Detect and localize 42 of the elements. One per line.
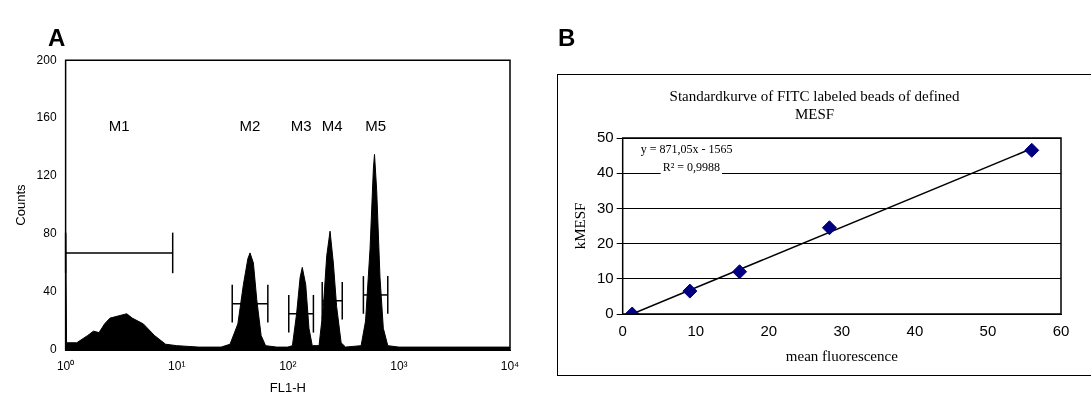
y-tick-label: 200 [36, 52, 57, 67]
y-tick-label: 10 [597, 268, 614, 286]
x-tick-label: 20 [760, 322, 778, 340]
y-tick-label: 120 [36, 168, 57, 183]
y-tick-label: 80 [43, 226, 57, 241]
x-tick-label: 0 [618, 322, 627, 340]
annotation: M4 [321, 116, 343, 134]
x-tick-label: 50 [979, 322, 997, 340]
annotation: R² = 0,9988 [662, 160, 721, 175]
y-tick-label: 40 [43, 284, 57, 299]
x-axis-title: mean fluorescence [785, 347, 899, 364]
y-tick-label: 30 [597, 198, 614, 216]
y-tick-label: 50 [597, 128, 614, 146]
x-tick-label: 10⁰ [56, 358, 75, 373]
x-tick-label: 10⁴ [500, 358, 520, 373]
annotation: M2 [239, 116, 261, 134]
annotation: M1 [108, 116, 130, 134]
point [682, 283, 698, 299]
y-tick-label: 0 [605, 304, 614, 322]
x-axis-title: FL1-H [269, 379, 306, 395]
x-tick-label: 40 [906, 322, 924, 340]
annotation: M5 [365, 116, 387, 134]
x-tick-label: 10¹ [168, 358, 186, 373]
y-tick-label: 160 [36, 110, 57, 125]
annotation: M3 [290, 116, 312, 134]
y-tick-label: 0 [49, 342, 57, 357]
x-tick-label: 10³ [390, 358, 408, 373]
annotation: y = 871,05x - 1565 [640, 142, 733, 157]
text: A [48, 24, 66, 52]
text: B [558, 24, 576, 52]
point [1024, 142, 1040, 158]
x-tick-label: 10² [279, 358, 297, 373]
y-axis-title: Counts [13, 184, 29, 226]
y-tick-label: 20 [597, 233, 614, 251]
point [732, 264, 748, 280]
y-axis-title: kMESF [571, 202, 588, 250]
x-tick-label: 10 [687, 322, 705, 340]
x-tick-label: 60 [1052, 322, 1070, 340]
x-tick-label: 30 [833, 322, 851, 340]
point [821, 220, 837, 236]
chart-title: Standardkurve of FITC labeled beads of defined MESF [669, 87, 960, 122]
y-tick-label: 40 [597, 163, 614, 181]
